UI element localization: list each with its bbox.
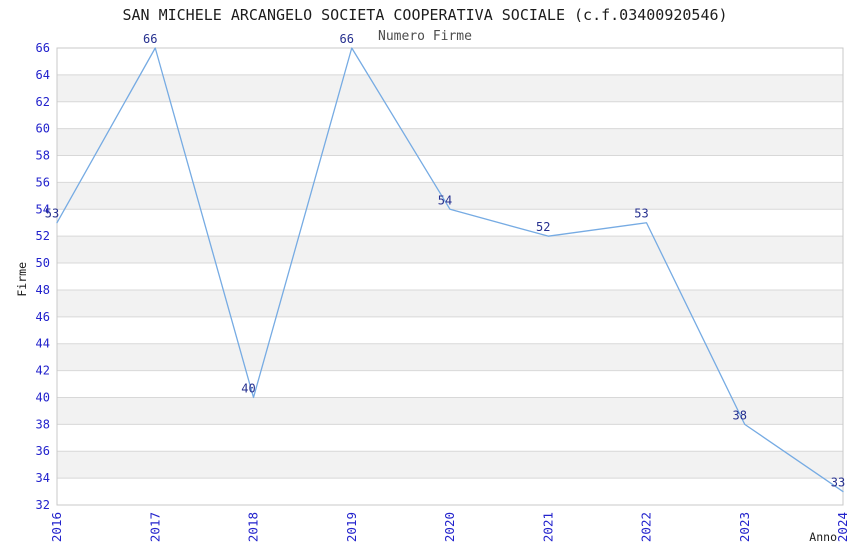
- y-tick-label: 52: [36, 229, 50, 243]
- y-tick-label: 46: [36, 310, 50, 324]
- stripe-band: [57, 236, 843, 264]
- x-tick-label: 2023: [737, 512, 752, 542]
- y-tick-label: 42: [36, 364, 50, 378]
- data-label: 66: [143, 32, 157, 46]
- data-label: 53: [45, 207, 59, 221]
- x-tick-label: 2019: [344, 512, 359, 542]
- data-label: 53: [634, 207, 648, 221]
- y-tick-label: 38: [36, 417, 50, 431]
- stripe-band: [57, 451, 843, 479]
- y-tick-label: 60: [36, 122, 50, 136]
- x-tick-label: 2024: [835, 512, 850, 542]
- x-tick-label: 2021: [540, 512, 555, 542]
- y-tick-label: 40: [36, 390, 50, 404]
- x-tick-label: 2022: [639, 512, 654, 542]
- chart-subtitle: Numero Firme: [378, 29, 472, 44]
- y-tick-label: 62: [36, 95, 50, 109]
- x-tick-label: 2018: [246, 512, 261, 542]
- stripe-band: [57, 397, 843, 425]
- stripe-band: [57, 182, 843, 210]
- data-label: 52: [536, 220, 550, 234]
- data-label: 66: [340, 32, 354, 46]
- y-tick-label: 44: [36, 337, 50, 351]
- x-axis-title: Anno: [809, 530, 837, 544]
- y-tick-label: 34: [36, 471, 50, 485]
- chart-title: SAN MICHELE ARCANGELO SOCIETA COOPERATIV…: [122, 6, 728, 24]
- stripe-band: [57, 74, 843, 102]
- data-label: 33: [831, 476, 845, 490]
- y-tick-label: 66: [36, 41, 50, 55]
- stripe-band: [57, 128, 843, 156]
- x-tick-label: 2016: [49, 512, 64, 542]
- stripe-band: [57, 289, 843, 317]
- y-tick-label: 54: [36, 202, 50, 216]
- data-label: 54: [438, 193, 452, 207]
- stripe-band: [57, 343, 843, 371]
- data-label: 40: [241, 381, 255, 395]
- x-tick-label: 2017: [147, 512, 162, 542]
- series-line: [56, 47, 844, 493]
- x-tick-label: 2020: [442, 512, 457, 542]
- y-tick-label: 58: [36, 149, 50, 163]
- y-tick-label: 48: [36, 283, 50, 297]
- y-tick-label: 36: [36, 444, 50, 458]
- data-label: 38: [733, 408, 747, 422]
- y-tick-label: 56: [36, 175, 50, 189]
- y-tick-label: 64: [36, 68, 50, 82]
- axis-frame: [56, 47, 844, 506]
- y-tick-label: 32: [36, 498, 50, 512]
- y-tick-label: 50: [36, 256, 50, 270]
